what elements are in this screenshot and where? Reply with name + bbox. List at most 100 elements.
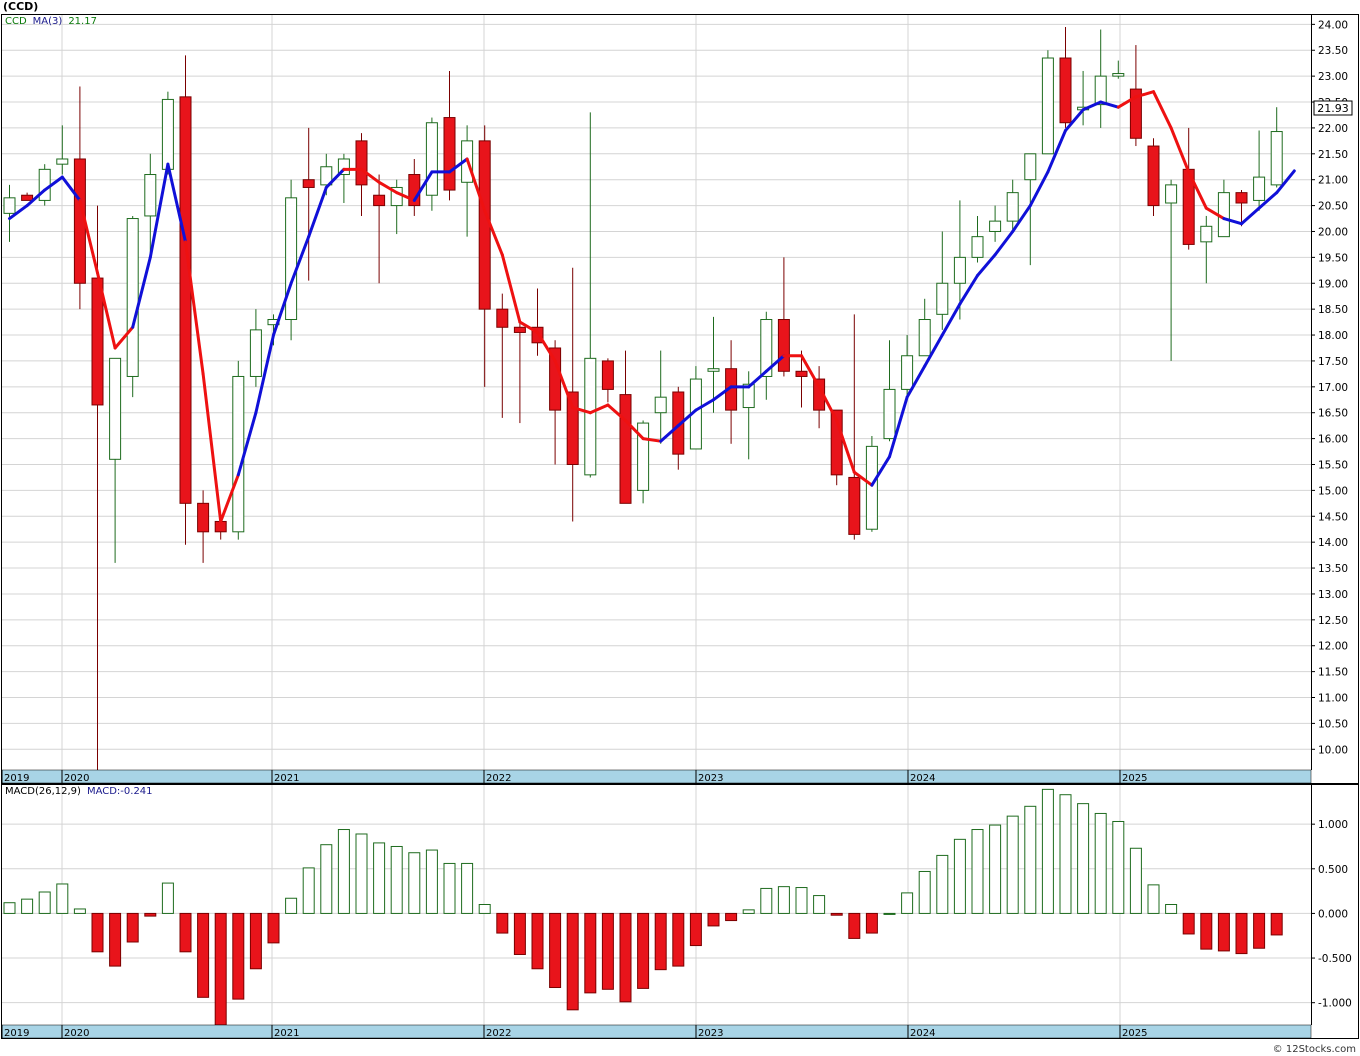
- candle-body: [637, 422, 650, 491]
- x-tick-label: 2020: [64, 1028, 89, 1039]
- candle-body: [1253, 176, 1266, 201]
- candle-body: [425, 122, 438, 196]
- candle: [1270, 107, 1283, 188]
- macd-bar: [390, 845, 403, 914]
- ma-segment: [1204, 206, 1226, 221]
- x-tick-label: 2021: [274, 773, 299, 784]
- candle: [232, 360, 245, 540]
- legend-symbol: CCD: [5, 16, 27, 27]
- candle: [601, 358, 614, 403]
- candle-body: [21, 194, 34, 201]
- ma-segment: [536, 330, 557, 363]
- ma-segment: [1240, 206, 1261, 226]
- candle: [725, 340, 738, 444]
- price-y-tick-label: 11.00: [1318, 693, 1348, 705]
- candle-body: [126, 218, 139, 377]
- ma-segment: [958, 273, 979, 306]
- macd-bar: [1112, 820, 1125, 914]
- macd-bar: [267, 912, 280, 944]
- candle-body: [1235, 192, 1248, 204]
- candle: [21, 192, 34, 201]
- ma-segment: [184, 240, 205, 376]
- ma-segment: [852, 470, 874, 487]
- macd-bar: [1147, 884, 1160, 914]
- macd-bar: [971, 829, 984, 914]
- ma-segment: [588, 403, 610, 415]
- ma-segment: [993, 229, 1015, 257]
- ma-segment: [659, 424, 680, 443]
- moving-average-line: [8, 90, 1296, 523]
- candle-body: [496, 308, 509, 328]
- ma-segment: [1116, 95, 1138, 109]
- macd-bar: [144, 912, 157, 917]
- x-axis-bands: 2019 2020 2021 2022 2023 2024 2025 2019 2020 2021…: [1, 769, 1312, 1039]
- candle: [179, 55, 192, 545]
- price-y-tick-label: 22.00: [1318, 123, 1348, 135]
- macd-bar: [355, 833, 368, 914]
- candle: [707, 316, 720, 413]
- candle: [496, 293, 509, 418]
- price-y-tick-label: 23.00: [1318, 71, 1348, 83]
- ma-segment: [870, 455, 891, 487]
- x-tick-label: 2019: [4, 1028, 29, 1039]
- macd-bar: [197, 912, 210, 998]
- macd-bar: [126, 912, 139, 943]
- ma-segment: [465, 157, 487, 213]
- ma-segment: [923, 333, 944, 368]
- candle: [443, 70, 456, 201]
- candle: [883, 340, 896, 442]
- candle-body: [1024, 153, 1037, 181]
- macd-bar: [777, 886, 790, 914]
- candle-body: [249, 329, 262, 377]
- macd-bar: [795, 887, 808, 914]
- macd-y-tick-label: 0.500: [1318, 864, 1348, 876]
- panel-frames: [1, 14, 1359, 1039]
- candle-body: [197, 502, 210, 533]
- macd-bar: [1182, 912, 1195, 935]
- price-y-tick-label: 10.00: [1318, 744, 1348, 756]
- ma-segment: [817, 385, 839, 422]
- macd-bar: [601, 912, 614, 990]
- macd-bar: [707, 912, 720, 927]
- last-price-label: 21.93: [1317, 102, 1349, 115]
- ma-segment: [60, 175, 82, 202]
- macd-bar: [1094, 812, 1107, 914]
- last-price-marker: 21.93: [1313, 100, 1353, 116]
- x-tick-label: 2021: [274, 1028, 299, 1039]
- price-y-tick-label: 16.00: [1318, 434, 1348, 446]
- macd-bar: [73, 908, 86, 914]
- candle-body: [443, 117, 456, 191]
- price-y-tick-label: 13.00: [1318, 589, 1348, 601]
- candle: [936, 231, 949, 330]
- ma-segment: [43, 175, 64, 192]
- ma-segment: [641, 437, 663, 443]
- candle: [1006, 179, 1019, 232]
- candle: [109, 357, 122, 563]
- ma-segment: [395, 191, 416, 202]
- macd-x-axis-band: [1, 1024, 1312, 1039]
- ma-segment: [131, 255, 152, 329]
- candle: [584, 112, 597, 478]
- macd-bar: [1129, 847, 1142, 914]
- candle: [1077, 70, 1090, 126]
- candle-body: [355, 140, 368, 186]
- x-tick-label: 2020: [64, 773, 89, 784]
- candle: [1024, 153, 1037, 266]
- ma-segment: [25, 188, 47, 208]
- x-tick-label: 2023: [698, 773, 723, 784]
- credit-text: © 12Stocks.com: [1272, 1044, 1356, 1055]
- macd-bar: [461, 862, 474, 914]
- candle: [672, 386, 685, 470]
- ma-segment: [236, 411, 258, 477]
- candle-body: [285, 197, 298, 321]
- macd-bar: [1059, 794, 1072, 914]
- macd-bar: [584, 912, 597, 994]
- candle: [302, 127, 315, 281]
- ma-segment: [976, 253, 997, 277]
- candle: [654, 350, 667, 444]
- macd-y-tick-label: -1.000: [1318, 998, 1352, 1010]
- macd-y-tick-label: 0.000: [1318, 908, 1348, 920]
- ma-segment: [940, 302, 962, 337]
- candle: [1059, 26, 1072, 128]
- candle-body: [936, 282, 949, 315]
